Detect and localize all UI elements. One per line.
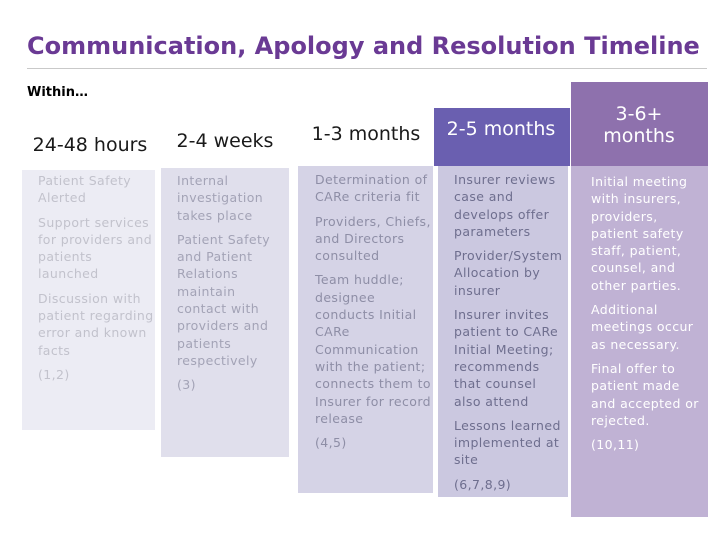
- reference-numbers: (4,5): [315, 435, 347, 451]
- column-heading: 24-48 hours: [32, 134, 148, 157]
- list-item: Additional meetings occur as necessary.: [591, 302, 694, 352]
- list-item: Final offer to patient made and accepted…: [591, 360, 699, 428]
- column-body-text: Insurer reviews case and develops offer …: [454, 171, 566, 500]
- list-item: Initial meeting with insurers, providers…: [591, 174, 688, 293]
- column-header-box: [434, 108, 570, 166]
- column-header-box: [571, 82, 708, 166]
- list-item: Insurer reviews case and develops offer …: [454, 172, 556, 239]
- within-label: Within…: [27, 85, 88, 100]
- list-item: Provider/System Allocation by insurer: [454, 248, 563, 298]
- list-item: Providers, Chiefs, and Directors consult…: [315, 213, 431, 264]
- column-heading: 3-6+ months: [603, 103, 675, 147]
- list-item: Insurer invites patient to CARe Initial …: [454, 307, 559, 409]
- column-body: [298, 166, 433, 493]
- reference-numbers: (3): [177, 377, 196, 393]
- page-title: Communication, Apology and Resolution Ti…: [27, 32, 700, 60]
- reference-numbers: (1,2): [38, 366, 70, 382]
- list-item: Patient Safety and Patient Relations mai…: [177, 231, 271, 368]
- column-heading: 1-3 months: [311, 123, 421, 146]
- column-heading: 2-4 weeks: [176, 130, 274, 153]
- list-item: Discussion with patient regarding error …: [38, 290, 154, 358]
- reference-numbers: (10,11): [591, 437, 640, 453]
- column-body-text: Internal investigation takes place Patie…: [177, 172, 289, 401]
- reference-numbers: (6,7,8,9): [454, 476, 512, 492]
- list-item: Team huddle; designee conducts Initial C…: [315, 272, 432, 426]
- list-item: Internal investigation takes place: [177, 173, 264, 223]
- title-divider: [27, 68, 707, 69]
- list-item: Determination of CARe criteria fit: [315, 172, 428, 205]
- column-body-text: Initial meeting with insurers, providers…: [591, 173, 705, 460]
- column-body: [161, 168, 289, 457]
- column-heading: 2-5 months: [446, 118, 556, 141]
- column-body: [438, 166, 568, 497]
- list-item: Support services for providers and patie…: [38, 214, 153, 282]
- column-body: [571, 166, 708, 517]
- list-item: Lessons learned implemented at site: [454, 417, 561, 468]
- column-body-text: Patient Safety Alerted Support services …: [38, 172, 154, 390]
- column-body: [22, 170, 155, 430]
- column-body-text: Determination of CARe criteria fit Provi…: [315, 171, 432, 458]
- list-item: Patient Safety Alerted: [38, 173, 132, 206]
